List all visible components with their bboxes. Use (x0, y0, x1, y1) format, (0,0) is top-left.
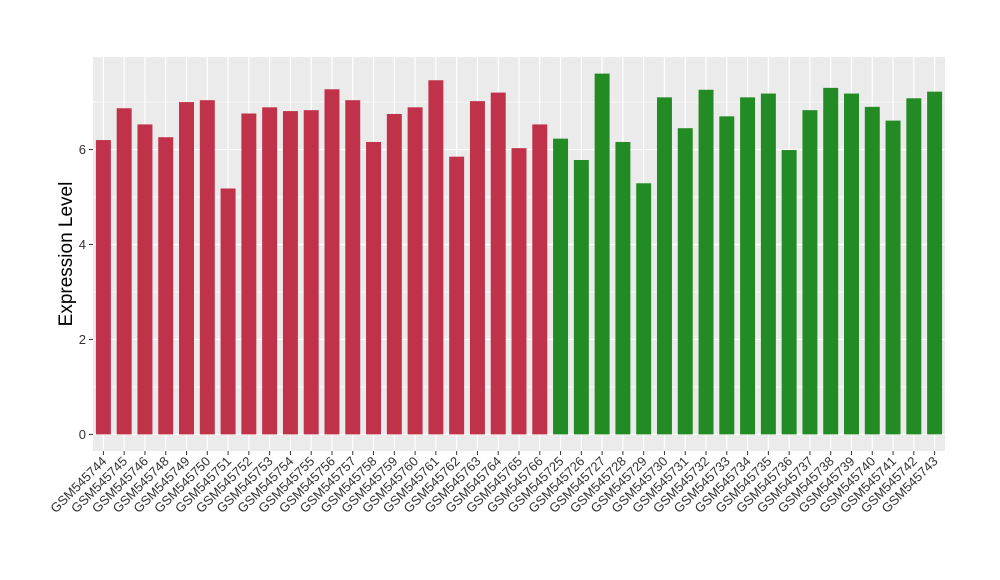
y-tick-label: 4 (79, 237, 86, 252)
bar-GSM545765 (511, 148, 527, 435)
bar-GSM545763 (469, 101, 485, 435)
bar-GSM545731 (677, 128, 693, 435)
bar-GSM545753 (262, 107, 278, 435)
y-tick-label: 6 (79, 142, 86, 157)
bar-GSM545757 (345, 100, 361, 435)
bar-GSM545761 (428, 80, 444, 435)
bar-GSM545725 (553, 138, 569, 435)
y-tick-label: 2 (79, 332, 86, 347)
bar-GSM545739 (844, 93, 859, 435)
bar-GSM545734 (740, 97, 756, 435)
bar-GSM545751 (220, 188, 236, 435)
bar-GSM545742 (906, 98, 922, 435)
bar-GSM545732 (698, 89, 714, 435)
bar-GSM545749 (179, 102, 194, 435)
bar-GSM545727 (594, 73, 610, 435)
bar-GSM545758 (366, 141, 382, 435)
bar-GSM545754 (282, 111, 298, 435)
bar-GSM545748 (158, 137, 174, 435)
bars (95, 73, 943, 435)
bar-GSM545729 (636, 183, 652, 435)
bar-GSM545726 (573, 160, 589, 435)
bar-GSM545740 (864, 106, 880, 435)
bar-GSM545736 (781, 150, 797, 435)
bar-GSM545755 (303, 110, 319, 435)
bar-GSM545759 (386, 113, 402, 435)
bar-GSM545766 (532, 124, 548, 435)
bar-GSM545741 (885, 120, 901, 435)
bar-GSM545762 (449, 156, 465, 435)
bar-GSM545764 (490, 92, 506, 435)
bar-GSM545745 (116, 108, 132, 435)
bar-GSM545735 (760, 93, 776, 435)
bar-GSM545730 (656, 97, 672, 435)
y-tick-label: 0 (79, 427, 86, 442)
bar-GSM545756 (324, 89, 340, 435)
bar-GSM545733 (719, 116, 735, 435)
bar-GSM545752 (241, 113, 257, 435)
bar-GSM545728 (615, 141, 631, 435)
y-axis-title: Expression Level (56, 182, 77, 327)
x-axis: GSM545744GSM545745GSM545746GSM545748GSM5… (47, 451, 941, 516)
bar-GSM545760 (407, 107, 423, 435)
bar-GSM545750 (199, 100, 215, 435)
bar-GSM545743 (927, 91, 943, 435)
bar-GSM545737 (802, 110, 818, 435)
bar-GSM545746 (137, 124, 153, 435)
y-axis: 0 2 4 6 (79, 142, 93, 442)
bar-GSM545744 (95, 140, 111, 435)
bar-GSM545738 (823, 87, 839, 435)
